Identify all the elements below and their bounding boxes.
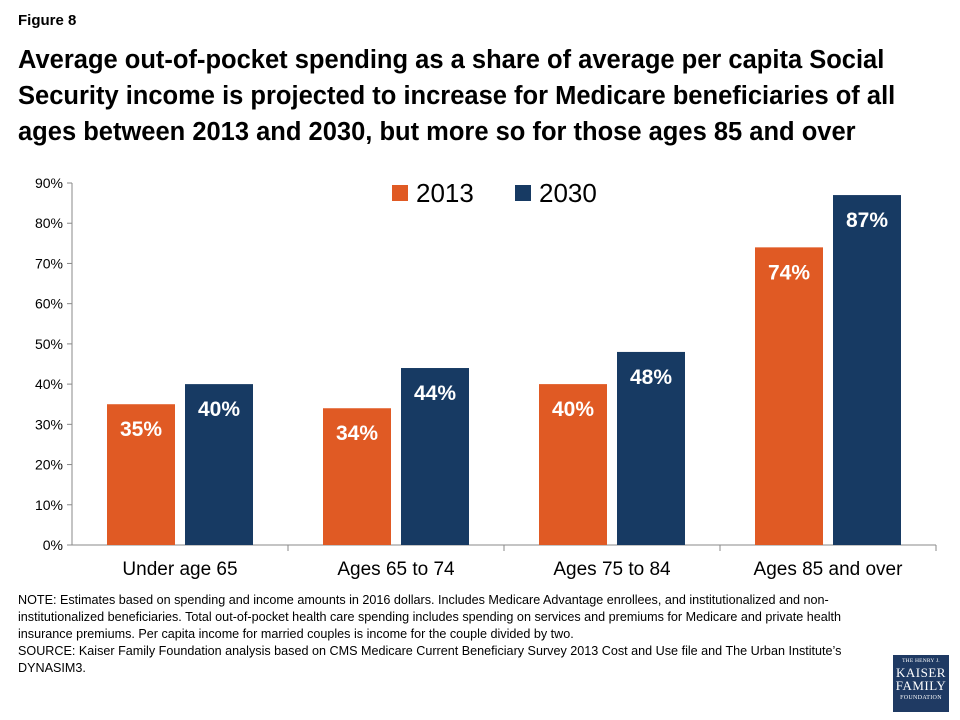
bar-2013	[539, 384, 607, 545]
legend-label-2030: 2030	[539, 178, 597, 208]
bar-data-label: 74%	[768, 261, 810, 284]
x-tick-label: Ages 75 to 84	[553, 559, 671, 580]
x-tick-label: Ages 65 to 74	[337, 559, 455, 580]
y-tick-label: 50%	[35, 336, 63, 352]
x-tick-label: Ages 85 and over	[754, 559, 904, 580]
logo-line-3: FAMILY	[895, 678, 947, 693]
y-tick-label: 30%	[35, 416, 63, 432]
legend-swatch-2013	[392, 185, 408, 201]
bar-2030	[185, 384, 253, 545]
bar-data-label: 35%	[120, 418, 162, 441]
y-tick-label: 0%	[43, 537, 63, 553]
source-text: SOURCE: Kaiser Family Foundation analysi…	[18, 644, 842, 675]
bar-2013	[755, 247, 823, 545]
logo-line-4: FOUNDATION	[900, 695, 942, 701]
bar-data-label: 87%	[846, 209, 888, 232]
note-text: NOTE: Estimates based on spending and in…	[18, 593, 842, 641]
bar-chart: 0% 10% 20% 30% 40% 50% 60% 70% 80% 90% 35% 40% Under…	[35, 175, 937, 580]
y-tick-label: 70%	[35, 255, 63, 271]
y-tick-label: 40%	[35, 376, 63, 392]
bar-data-label: 44%	[414, 382, 456, 405]
logo-line-2: KAISER	[896, 665, 946, 680]
y-tick-label: 10%	[35, 497, 63, 513]
y-tick-label: 20%	[35, 457, 63, 473]
bar-data-label: 34%	[336, 422, 378, 445]
kff-logo: THE HENRY J. KAISER FAMILY FOUNDATION	[893, 655, 949, 712]
logo-line-1: THE HENRY J.	[902, 658, 940, 664]
x-tick-label: Under age 65	[122, 559, 237, 580]
chart-title: Average out-of-pocket spending as a shar…	[18, 46, 896, 146]
bar-2013	[107, 404, 175, 545]
bar-2030	[401, 368, 469, 545]
bar-2030	[833, 195, 901, 546]
figure-label: Figure 8	[18, 12, 77, 29]
bar-2013	[323, 408, 391, 545]
bar-data-label: 40%	[198, 398, 240, 421]
y-tick-label: 90%	[35, 175, 63, 191]
legend-swatch-2030	[515, 185, 531, 201]
footnote: NOTE: Estimates based on spending and in…	[18, 592, 868, 677]
bar-2030	[617, 351, 685, 545]
y-tick-label: 60%	[35, 296, 63, 312]
legend-label-2013: 2013	[416, 178, 474, 208]
bar-data-label: 40%	[552, 398, 594, 421]
bar-data-label: 48%	[630, 366, 672, 389]
y-tick-label: 80%	[35, 215, 63, 231]
